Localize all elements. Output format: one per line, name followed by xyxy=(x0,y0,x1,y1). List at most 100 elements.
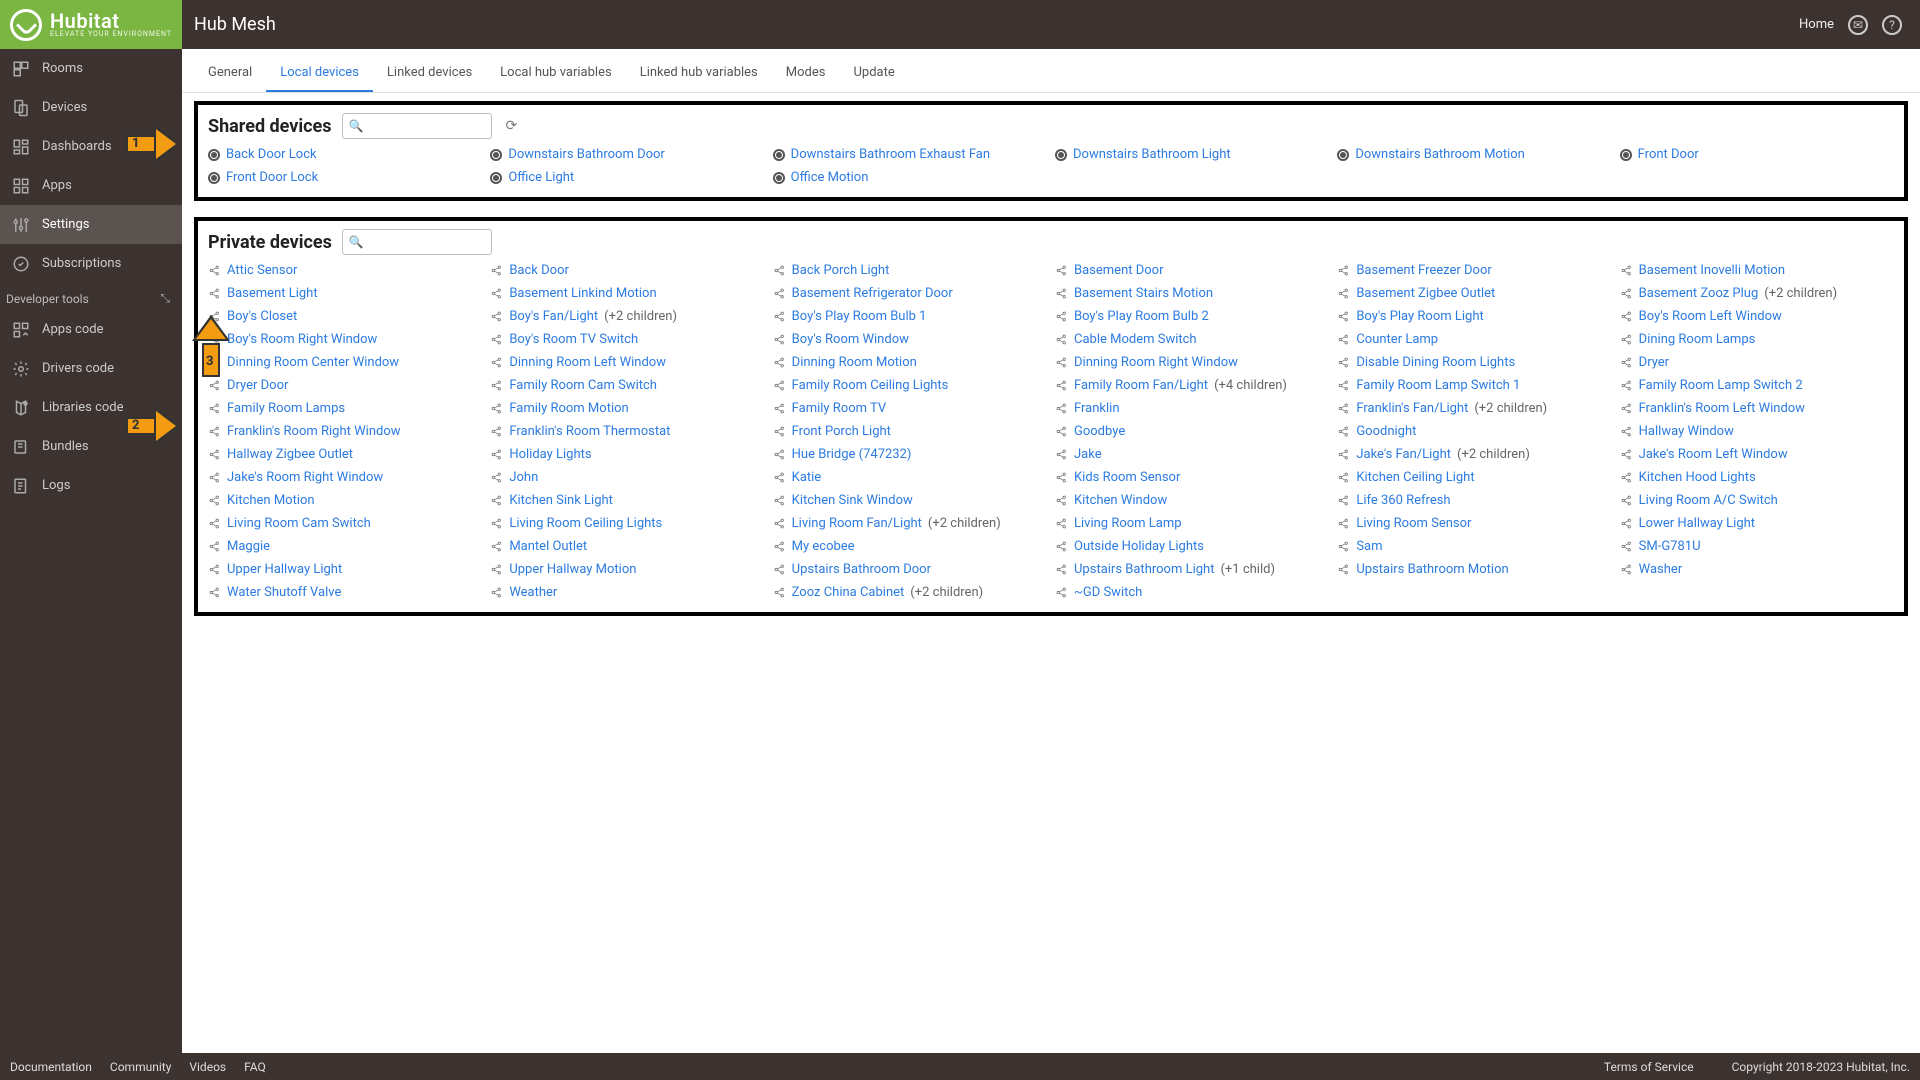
device-link[interactable]: Boy's Room Right Window xyxy=(227,332,377,347)
device-link[interactable]: Hallway Window xyxy=(1639,424,1734,439)
device-link[interactable]: Goodbye xyxy=(1074,424,1125,439)
device-link[interactable]: Boy's Room TV Switch xyxy=(509,332,638,347)
device-link[interactable]: Back Porch Light xyxy=(792,263,890,278)
share-icon[interactable] xyxy=(1055,540,1068,553)
share-icon[interactable] xyxy=(1620,494,1633,507)
terms-link[interactable]: Terms of Service xyxy=(1604,1060,1694,1074)
device-link[interactable]: Upstairs Bathroom Motion xyxy=(1356,562,1508,577)
logo[interactable]: Hubitat ELEVATE YOUR ENVIRONMENT xyxy=(0,0,182,49)
sidebar-item-devices[interactable]: Devices xyxy=(0,88,182,127)
share-icon[interactable] xyxy=(1337,448,1350,461)
sidebar-item-dashboards[interactable]: Dashboards xyxy=(0,127,182,166)
share-icon[interactable] xyxy=(1337,563,1350,576)
share-icon[interactable] xyxy=(1620,287,1633,300)
share-icon[interactable] xyxy=(490,586,503,599)
share-icon[interactable] xyxy=(773,563,786,576)
tab-update[interactable]: Update xyxy=(839,59,908,92)
device-link[interactable]: Attic Sensor xyxy=(227,263,297,278)
device-link[interactable]: ~GD Switch xyxy=(1074,585,1142,600)
share-icon[interactable] xyxy=(1055,402,1068,415)
device-link[interactable]: Living Room Ceiling Lights xyxy=(509,516,662,531)
device-link[interactable]: Kitchen Hood Lights xyxy=(1639,470,1756,485)
device-link[interactable]: Dinning Room Right Window xyxy=(1074,355,1238,370)
device-link[interactable]: Disable Dining Room Lights xyxy=(1356,355,1515,370)
device-link[interactable]: Dryer xyxy=(1639,355,1669,370)
help-icon[interactable]: ? xyxy=(1882,15,1902,35)
sidebar-item-rooms[interactable]: Rooms xyxy=(0,49,182,88)
shared-radio-icon[interactable] xyxy=(208,172,220,184)
footer-link-videos[interactable]: Videos xyxy=(189,1060,226,1074)
device-link[interactable]: John xyxy=(509,470,538,485)
sidebar-item-apps[interactable]: Apps xyxy=(0,166,182,205)
share-icon[interactable] xyxy=(1620,356,1633,369)
sidebar-item-logs[interactable]: Logs xyxy=(0,466,182,505)
device-link[interactable]: Front Door xyxy=(1638,147,1699,162)
share-icon[interactable] xyxy=(1055,333,1068,346)
device-link[interactable]: Front Porch Light xyxy=(792,424,891,439)
device-link[interactable]: Basement Inovelli Motion xyxy=(1639,263,1785,278)
share-icon[interactable] xyxy=(1337,425,1350,438)
device-link[interactable]: Kitchen Window xyxy=(1074,493,1167,508)
shared-radio-icon[interactable] xyxy=(773,149,785,161)
device-link[interactable]: Hallway Zigbee Outlet xyxy=(227,447,353,462)
device-link[interactable]: Cable Modem Switch xyxy=(1074,332,1197,347)
device-link[interactable]: Dinning Room Motion xyxy=(792,355,917,370)
share-icon[interactable] xyxy=(1620,517,1633,530)
share-icon[interactable] xyxy=(773,264,786,277)
share-icon[interactable] xyxy=(1620,333,1633,346)
share-icon[interactable] xyxy=(1620,402,1633,415)
device-link[interactable]: Franklin's Room Right Window xyxy=(227,424,401,439)
share-icon[interactable] xyxy=(490,310,503,323)
share-icon[interactable] xyxy=(1620,379,1633,392)
share-icon[interactable] xyxy=(1055,264,1068,277)
share-icon[interactable] xyxy=(490,517,503,530)
tab-local-devices[interactable]: Local devices xyxy=(266,59,373,92)
share-icon[interactable] xyxy=(1337,517,1350,530)
tab-linked-hub-variables[interactable]: Linked hub variables xyxy=(626,59,772,92)
tab-local-hub-variables[interactable]: Local hub variables xyxy=(486,59,626,92)
device-link[interactable]: Kitchen Sink Light xyxy=(509,493,613,508)
share-icon[interactable] xyxy=(1337,402,1350,415)
device-link[interactable]: Life 360 Refresh xyxy=(1356,493,1450,508)
share-icon[interactable] xyxy=(490,425,503,438)
share-icon[interactable] xyxy=(208,586,221,599)
share-icon[interactable] xyxy=(490,356,503,369)
device-link[interactable]: Family Room Lamps xyxy=(227,401,345,416)
share-icon[interactable] xyxy=(1055,287,1068,300)
device-link[interactable]: Family Room Lamp Switch 1 xyxy=(1356,378,1520,393)
share-icon[interactable] xyxy=(1620,540,1633,553)
share-icon[interactable] xyxy=(490,563,503,576)
device-link[interactable]: Kitchen Motion xyxy=(227,493,315,508)
share-icon[interactable] xyxy=(773,448,786,461)
device-link[interactable]: Back Door Lock xyxy=(226,147,317,162)
share-icon[interactable] xyxy=(490,402,503,415)
device-link[interactable]: Boy's Play Room Bulb 1 xyxy=(792,309,927,324)
device-link[interactable]: Dinning Room Center Window xyxy=(227,355,399,370)
share-icon[interactable] xyxy=(208,402,221,415)
shared-radio-icon[interactable] xyxy=(490,149,502,161)
share-icon[interactable] xyxy=(773,356,786,369)
share-icon[interactable] xyxy=(490,379,503,392)
share-icon[interactable] xyxy=(773,287,786,300)
device-link[interactable]: Downstairs Bathroom Door xyxy=(508,147,665,162)
share-icon[interactable] xyxy=(208,448,221,461)
device-link[interactable]: Jake's Room Right Window xyxy=(227,470,383,485)
device-link[interactable]: Holiday Lights xyxy=(509,447,591,462)
share-icon[interactable] xyxy=(1055,563,1068,576)
share-icon[interactable] xyxy=(1055,517,1068,530)
share-icon[interactable] xyxy=(490,494,503,507)
share-icon[interactable] xyxy=(1337,287,1350,300)
share-icon[interactable] xyxy=(1055,494,1068,507)
device-link[interactable]: Basement Zooz Plug xyxy=(1639,286,1759,301)
share-icon[interactable] xyxy=(1337,540,1350,553)
device-link[interactable]: Boy's Play Room Bulb 2 xyxy=(1074,309,1209,324)
sidebar-item-apps-code[interactable]: Apps code xyxy=(0,310,182,349)
device-link[interactable]: Family Room TV xyxy=(792,401,887,416)
share-icon[interactable] xyxy=(208,494,221,507)
share-icon[interactable] xyxy=(773,425,786,438)
device-link[interactable]: Goodnight xyxy=(1356,424,1416,439)
device-link[interactable]: Kitchen Sink Window xyxy=(792,493,913,508)
share-icon[interactable] xyxy=(490,287,503,300)
tab-linked-devices[interactable]: Linked devices xyxy=(373,59,486,92)
share-icon[interactable] xyxy=(1055,471,1068,484)
